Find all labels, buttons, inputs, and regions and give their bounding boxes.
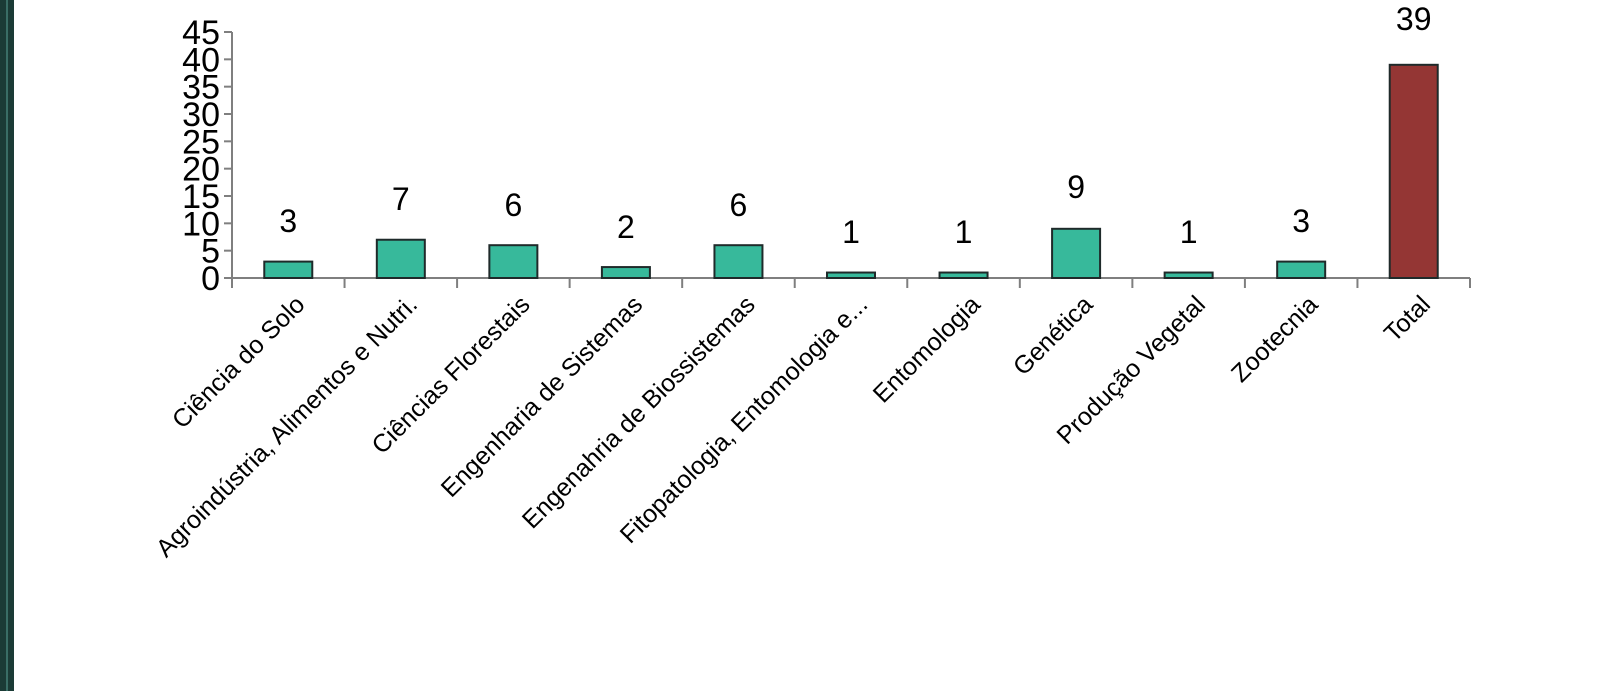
data-labels: 3 7 6 2 6 1 1 9 1 3 39 — [279, 1, 1431, 250]
data-label-6: 1 — [955, 214, 973, 250]
data-label-8: 1 — [1180, 214, 1198, 250]
category-label-3: Engenharia de Sistemas — [436, 290, 648, 502]
bar-2 — [488, 244, 539, 279]
data-label-4: 6 — [730, 187, 748, 223]
y-tick-label: 45 — [182, 14, 220, 52]
left-frame-border — [0, 0, 14, 691]
y-tick-label: 15 — [182, 178, 220, 216]
bar-series — [263, 63, 1439, 280]
y-tick-label: 40 — [182, 41, 220, 79]
category-label-7: Genética — [1008, 290, 1099, 381]
data-label-2: 6 — [504, 187, 522, 223]
bar-7 — [1051, 227, 1102, 280]
bar-4 — [713, 244, 764, 279]
y-tick-label: 20 — [182, 151, 220, 189]
bar-9 — [1276, 260, 1327, 280]
y-tick-label: 0 — [201, 260, 220, 298]
y-tick-label: 10 — [182, 205, 220, 243]
data-label-3: 2 — [617, 209, 635, 245]
y-tick-label: 30 — [182, 96, 220, 134]
category-label-5: Fitopatologia, Entomologia e... — [615, 290, 874, 549]
data-label-0: 3 — [279, 203, 297, 239]
y-tick-label: 35 — [182, 69, 220, 107]
category-label-10: Total — [1379, 290, 1436, 347]
bar-8 — [1163, 271, 1214, 279]
category-label-9: Zootecnia — [1226, 290, 1324, 388]
bar-0 — [263, 260, 314, 280]
y-tick-label: 25 — [182, 123, 220, 161]
data-label-10: 39 — [1396, 1, 1432, 37]
bar-6 — [938, 271, 989, 279]
category-label-4: Engenahria de Biossistemas — [517, 290, 761, 534]
bar-5 — [826, 271, 876, 279]
bar-1 — [375, 238, 426, 280]
bar-10 — [1388, 63, 1439, 279]
data-label-9: 3 — [1292, 203, 1310, 239]
bar-3 — [600, 266, 651, 280]
category-label-6: Entomologia — [868, 290, 986, 408]
y-tick-label: 5 — [201, 233, 220, 271]
data-label-1: 7 — [392, 181, 410, 217]
data-label-7: 9 — [1067, 169, 1085, 205]
data-label-5: 1 — [842, 214, 860, 250]
